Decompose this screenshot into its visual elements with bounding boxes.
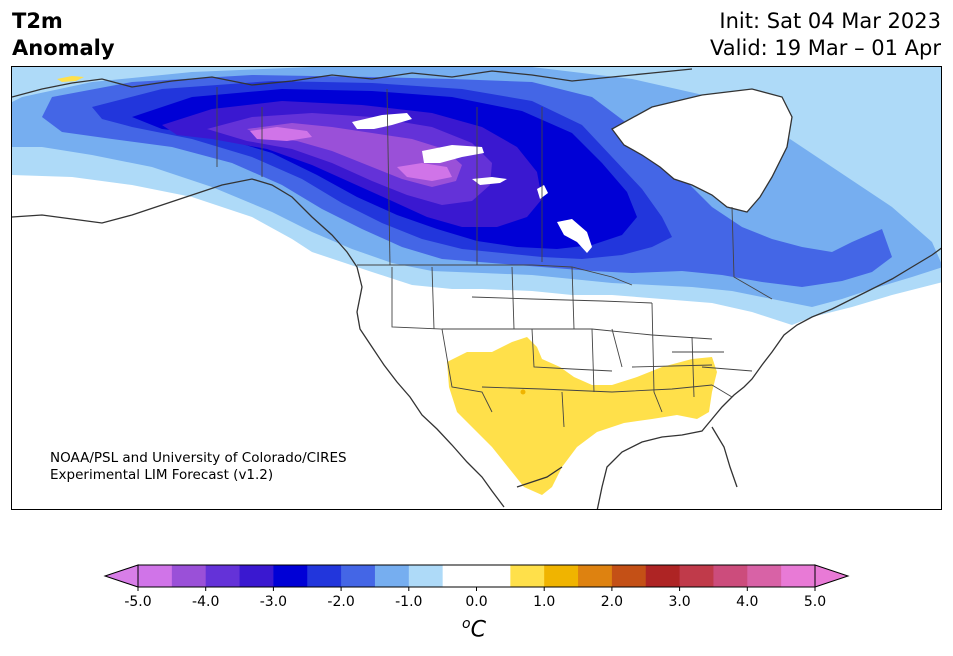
colorbar-swatch	[713, 565, 748, 587]
units-base: C	[470, 617, 486, 643]
credit-line-1: NOAA/PSL and University of Colorado/CIRE…	[50, 450, 347, 466]
contour-plus-0-5	[447, 337, 717, 495]
colorbar-tick-label: 4.0	[736, 594, 758, 610]
init-date: Init: Sat 04 Mar 2023	[719, 9, 941, 33]
colorbar-swatch	[138, 565, 173, 587]
map-title: T2m Anomaly	[12, 8, 115, 62]
colorbar-boxes	[103, 564, 850, 588]
units-superscript: o	[462, 616, 471, 632]
anomaly-map	[12, 67, 941, 509]
colorbar-under-arrow	[103, 564, 139, 588]
colorbar-swatch	[510, 565, 545, 587]
colorbar-swatch	[747, 565, 782, 587]
colorbar-swatch	[374, 565, 410, 587]
colorbar-swatch	[544, 565, 579, 587]
colorbar-swatch	[611, 565, 647, 587]
colorbar-swatch	[307, 565, 342, 587]
great-slave-lake	[422, 145, 484, 163]
colorbar-ticks: -5.0 -4.0 -3.0 -2.0 -1.0 0.0 1.0 2.0 3.0 4.0 5.0	[124, 587, 826, 610]
colorbar-tick-label: -4.0	[192, 594, 219, 610]
coastlines	[12, 68, 941, 509]
colorbar-swatch	[645, 565, 681, 587]
colorbar-swatch	[341, 565, 376, 587]
lake-winnipegosis	[472, 177, 507, 185]
political-borders	[216, 87, 773, 428]
hudson-bay	[611, 88, 793, 213]
colorbar-units: oC	[462, 616, 486, 642]
colorbar-swatch	[679, 565, 714, 587]
credit-text: NOAA/PSL and University of Colorado/CIRE…	[50, 450, 347, 484]
colorbar-swatch	[171, 565, 207, 587]
colorbar-tick-label: -2.0	[327, 594, 354, 610]
colorbar-tick-label: -1.0	[395, 594, 422, 610]
lake-manitoba	[537, 185, 548, 199]
colorbar-tick-label: 2.0	[601, 594, 623, 610]
colorbar-tick-label: 5.0	[804, 594, 826, 610]
colorbar-swatch	[476, 565, 511, 587]
map-panel[interactable]: NOAA/PSL and University of Colorado/CIRE…	[11, 66, 942, 510]
forecast-dates: Init: Sat 04 Mar 2023 Valid: 19 Mar – 01…	[710, 8, 941, 62]
colorbar-swatch	[273, 565, 308, 587]
lake-winnipeg	[557, 219, 592, 253]
colorbar-swatch	[408, 565, 444, 587]
colorbar-swatch	[781, 565, 816, 587]
colorbar-tick-label: 1.0	[533, 594, 555, 610]
colorbar-swatch	[205, 565, 241, 587]
contour-minus-5	[250, 127, 452, 181]
colorbar-over-arrow	[814, 564, 850, 588]
colorbar-swatch	[239, 565, 274, 587]
valid-period: Valid: 19 Mar – 01 Apr	[710, 36, 941, 60]
credit-line-2: Experimental LIM Forecast (v1.2)	[50, 467, 274, 483]
lake-athabasca	[352, 113, 412, 129]
colorbar-swatch	[578, 565, 613, 587]
colorbar-outline	[137, 564, 816, 588]
colorbar-tick-label: -3.0	[260, 594, 287, 610]
colorbar-tick-label: 0.0	[465, 594, 487, 610]
colorbar-tick-label: 3.0	[668, 594, 690, 610]
colorbar-tick-label: -5.0	[124, 594, 151, 610]
colorbar-swatch	[442, 565, 477, 587]
title-line-1: T2m	[12, 9, 63, 33]
contour-plus-0-5-nw	[57, 76, 84, 82]
contour-plus-1-spot	[520, 389, 526, 395]
title-line-2: Anomaly	[12, 36, 115, 60]
